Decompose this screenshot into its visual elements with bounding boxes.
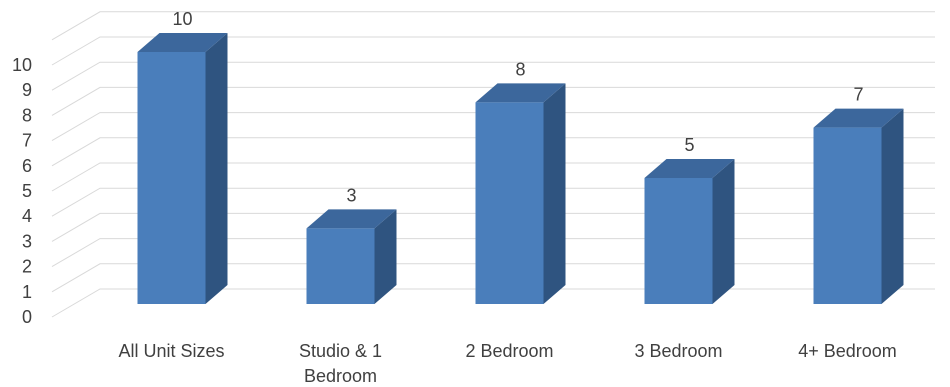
gridline [51,36,935,66]
category-label: 2 Bedroom [465,341,553,361]
bar-top [644,159,735,178]
y-tick-label: 7 [22,131,32,151]
bar-side [205,33,228,304]
category-labels: All Unit Sizes Studio & 1 Bedroom 2 Bedroom… [118,341,896,386]
y-axis-ticks: 0 1 2 3 4 5 6 7 8 9 10 [12,55,32,327]
data-label: 3 [346,185,356,205]
y-tick-label: 10 [12,55,32,75]
gridline [51,112,935,142]
gridline [51,86,935,116]
bar-side [374,209,397,304]
y-tick-label: 2 [22,257,32,277]
gridline [51,137,935,167]
category-label: 3 Bedroom [634,341,722,361]
y-tick-label: 6 [22,156,32,176]
bar [644,159,735,304]
bar-top [475,83,566,103]
y-tick-label: 5 [22,181,32,201]
bar-front [306,228,375,304]
gridline [51,11,935,41]
bar-front [137,52,206,304]
data-label: 8 [515,59,525,79]
bar-side [881,108,904,304]
data-labels: 10 3 8 5 7 [172,9,863,205]
bar-side [712,159,735,304]
bar [475,83,566,305]
bar-front [475,102,544,305]
bar-top [137,33,228,52]
gridline [51,61,935,91]
bar [306,209,397,304]
category-label: All Unit Sizes [118,341,224,361]
bar [137,33,228,304]
bar [813,108,904,304]
y-tick-label: 3 [22,231,32,251]
data-label: 5 [684,135,694,155]
data-label: 10 [172,9,192,29]
bar-side [543,83,566,305]
category-label: 4+ Bedroom [798,341,897,361]
category-label: Studio & 1 Bedroom [299,341,382,386]
y-tick-label: 0 [22,307,32,327]
bar-front [813,127,882,304]
y-tick-label: 4 [22,206,32,226]
bars [137,33,904,305]
bar-front [644,178,713,304]
gridline [51,162,935,192]
bar-top [813,108,904,128]
y-tick-label: 8 [22,105,32,125]
y-tick-label: 9 [22,80,32,100]
bar-top [306,209,397,229]
y-tick-label: 1 [22,282,32,302]
data-label: 7 [853,85,863,105]
grid-layer [51,11,935,318]
